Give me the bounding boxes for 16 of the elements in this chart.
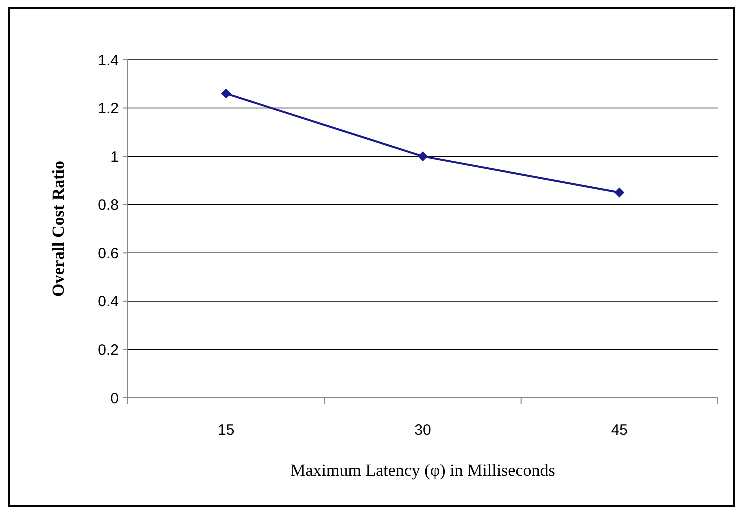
y-tick-label: 0.8: [98, 197, 119, 214]
y-axis-title: Overall Cost Ratio: [49, 161, 68, 297]
point: [221, 88, 232, 99]
y-tick-label: 0: [110, 390, 119, 408]
point: [418, 152, 428, 162]
x-tick-label: 45: [611, 422, 628, 439]
x-tick-label: 30: [414, 422, 432, 439]
y-tick-label: 0.6: [98, 245, 119, 262]
point: [614, 188, 625, 198]
y-tick-label: 1.4: [98, 52, 119, 70]
y-tick-label: 0.2: [98, 342, 119, 359]
y-tick-label: 1: [110, 148, 119, 166]
y-tick-label: 0.4: [98, 294, 119, 311]
x-tick-label: 15: [218, 422, 235, 439]
y-tick-label: 1.2: [98, 100, 119, 118]
x-axis-title: Maximum Latency (φ) in Milliseconds: [290, 461, 556, 480]
